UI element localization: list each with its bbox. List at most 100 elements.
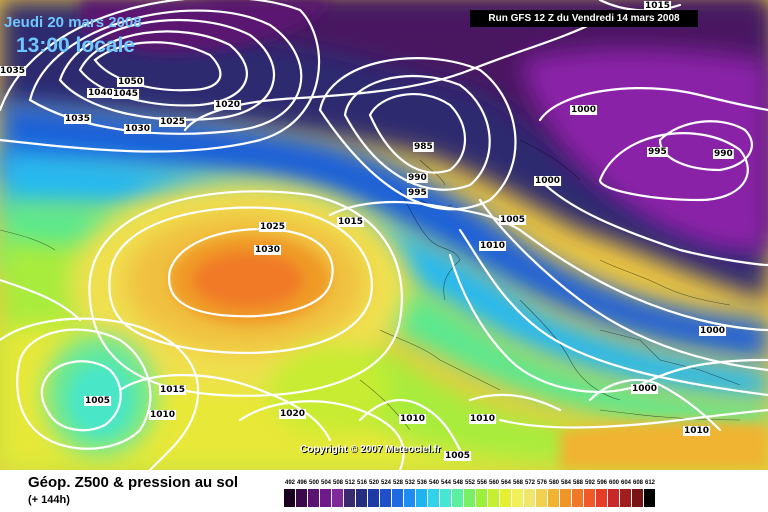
legend-label: 564 xyxy=(500,480,511,486)
legend-label: 524 xyxy=(380,480,391,486)
legend-label: 536 xyxy=(416,480,427,486)
legend-swatch xyxy=(596,489,608,507)
legend-label: 576 xyxy=(536,480,547,486)
isobar-label: 1000 xyxy=(632,384,657,394)
map-footer: Géop. Z500 & pression au sol (+ 144h) 49… xyxy=(0,470,768,512)
legend-label: 592 xyxy=(584,480,595,486)
legend-label: 528 xyxy=(392,480,403,486)
legend-swatch xyxy=(572,489,584,507)
isobar-label: 995 xyxy=(648,147,667,157)
legend-label: 492 xyxy=(284,480,295,486)
isobar-label-background xyxy=(631,384,659,394)
legend-swatch xyxy=(296,489,308,507)
isobar-label-background xyxy=(407,173,428,183)
isobar-label: 1015 xyxy=(160,385,185,395)
legend-label: 600 xyxy=(608,480,619,486)
legend-label: 548 xyxy=(452,480,463,486)
legend-label: 508 xyxy=(332,480,343,486)
legend-swatch xyxy=(584,489,596,507)
legend-swatch xyxy=(404,489,416,507)
isobar-label-background xyxy=(570,105,598,115)
legend-label: 588 xyxy=(572,480,583,486)
isobar-label: 1050 xyxy=(118,77,143,87)
isobar-label: 1010 xyxy=(400,414,425,424)
model-run-info: Run GFS 12 Z du Vendredi 14 mars 2008 xyxy=(470,10,698,27)
isobar-label-background xyxy=(713,149,734,159)
legend-swatch xyxy=(512,489,524,507)
legend-label: 568 xyxy=(512,480,523,486)
legend-swatch xyxy=(392,489,404,507)
legend-label: 572 xyxy=(524,480,535,486)
isobar-label: 1035 xyxy=(65,114,90,124)
legend-label: 504 xyxy=(320,480,331,486)
isobar-label: 1020 xyxy=(280,409,305,419)
legend-swatch xyxy=(464,489,476,507)
legend-labels: 492 496 500 504 508 512 516 520 524 528 532 536 540 5… xyxy=(284,480,656,487)
isobar-label-background xyxy=(64,114,92,124)
isobar-label: 990 xyxy=(714,149,733,159)
isobar-label-background xyxy=(84,396,112,406)
isobar-label-background xyxy=(683,426,711,436)
legend-label: 496 xyxy=(296,480,307,486)
isobar-label-background xyxy=(259,222,287,232)
isobar-label-background xyxy=(124,124,152,134)
isobar-label-background xyxy=(0,66,27,76)
forecast-local-time: 13:00 locale xyxy=(16,34,136,57)
isobar-label: 1030 xyxy=(255,245,280,255)
isobar-label: 1000 xyxy=(535,176,560,186)
legend-swatch xyxy=(308,489,320,507)
legend-swatch xyxy=(644,489,656,507)
legend-label: 552 xyxy=(464,480,475,486)
legend-swatch xyxy=(428,489,440,507)
isobar-label-background xyxy=(479,241,507,251)
isobar-label: 1030 xyxy=(125,124,150,134)
legend-swatch xyxy=(524,489,536,507)
legend-swatch xyxy=(476,489,488,507)
legend-swatch xyxy=(380,489,392,507)
copyright-notice: Copyright © 2007 Meteociel.fr xyxy=(300,444,441,455)
legend-swatch xyxy=(500,489,512,507)
legend-label: 580 xyxy=(548,480,559,486)
legend-label: 512 xyxy=(344,480,355,486)
legend-swatch xyxy=(332,489,344,507)
forecast-date: Jeudi 20 mars 2008 xyxy=(4,14,142,31)
isobar-label: 1020 xyxy=(215,100,240,110)
legend-swatch xyxy=(368,489,380,507)
legend-label: 500 xyxy=(308,480,319,486)
isobar-label: 1005 xyxy=(85,396,110,406)
legend-swatch xyxy=(488,489,500,507)
isobar-label: 1010 xyxy=(684,426,709,436)
isobar-label: 985 xyxy=(414,142,433,152)
isobar-label-background xyxy=(444,451,472,461)
legend-label: 608 xyxy=(632,480,643,486)
legend-label: 560 xyxy=(488,480,499,486)
geopotential-map: 1035 1050 1040 1045 1035 1030 1025 1020 … xyxy=(0,0,768,470)
isobar-label-background xyxy=(499,215,527,225)
legend-swatch xyxy=(560,489,572,507)
isobar-label-background xyxy=(469,414,497,424)
isobar-label-background xyxy=(117,77,145,87)
isobar-label: 1015 xyxy=(338,217,363,227)
isobar-label-background xyxy=(112,89,140,99)
legend-swatch xyxy=(608,489,620,507)
legend-swatch xyxy=(416,489,428,507)
isobar-label-background xyxy=(214,100,242,110)
isobar-label-background xyxy=(407,188,428,198)
isobar-label: 1025 xyxy=(260,222,285,232)
legend-label: 596 xyxy=(596,480,607,486)
isobar-label: 995 xyxy=(408,188,427,198)
legend-label: 520 xyxy=(368,480,379,486)
isobar-label-background xyxy=(87,88,115,98)
legend-label: 604 xyxy=(620,480,631,486)
legend-label: 584 xyxy=(560,480,571,486)
isobar-label: 1000 xyxy=(700,326,725,336)
isobar-label: 1045 xyxy=(113,89,138,99)
legend-swatch xyxy=(356,489,368,507)
z500-color-field xyxy=(0,0,768,470)
isobar-label: 1015 xyxy=(645,1,670,11)
map-title: Géop. Z500 & pression au sol xyxy=(28,474,239,491)
color-legend: 492 496 500 504 508 512 516 520 524 528 532 536 540 5… xyxy=(284,480,656,507)
legend-swatches xyxy=(284,489,656,507)
legend-label: 544 xyxy=(440,480,451,486)
